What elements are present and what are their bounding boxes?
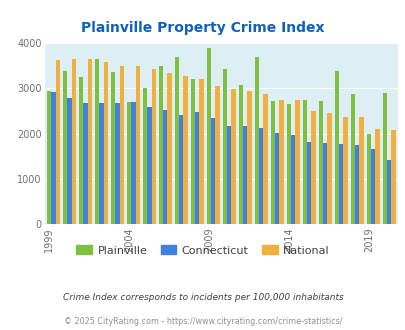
Bar — [99, 103, 103, 224]
Bar — [302, 100, 306, 224]
Bar — [247, 90, 251, 224]
Bar — [222, 69, 226, 224]
Bar — [226, 126, 231, 224]
Bar — [127, 102, 131, 224]
Bar — [206, 48, 211, 224]
Bar — [199, 79, 203, 224]
Bar — [151, 69, 156, 224]
Bar — [382, 93, 386, 224]
Bar — [263, 94, 267, 224]
Bar — [115, 103, 119, 224]
Bar — [390, 130, 394, 224]
Bar — [318, 101, 322, 224]
Bar — [63, 71, 67, 224]
Bar — [290, 135, 294, 224]
Text: © 2025 CityRating.com - https://www.cityrating.com/crime-statistics/: © 2025 CityRating.com - https://www.city… — [64, 317, 341, 326]
Bar — [87, 59, 92, 224]
Bar — [343, 117, 347, 224]
Bar — [103, 61, 108, 224]
Bar — [51, 92, 55, 224]
Bar — [215, 86, 219, 224]
Bar — [338, 144, 343, 224]
Bar — [163, 110, 167, 224]
Bar — [238, 85, 243, 224]
Bar — [47, 90, 51, 224]
Bar — [322, 143, 326, 224]
Bar — [135, 66, 139, 224]
Bar — [131, 102, 135, 224]
Bar — [254, 56, 258, 224]
Bar — [175, 56, 179, 224]
Bar — [386, 160, 390, 224]
Bar — [211, 118, 215, 224]
Bar — [231, 89, 235, 224]
Bar — [374, 129, 379, 224]
Bar — [334, 71, 338, 224]
Bar — [358, 117, 363, 224]
Bar — [158, 66, 163, 224]
Bar — [311, 111, 315, 224]
Bar — [95, 59, 99, 224]
Bar — [286, 104, 290, 224]
Bar — [370, 148, 374, 224]
Bar — [179, 115, 183, 224]
Bar — [183, 77, 188, 224]
Bar — [270, 101, 274, 224]
Bar — [326, 113, 331, 224]
Bar — [350, 94, 354, 224]
Bar — [71, 59, 76, 224]
Bar — [67, 98, 71, 224]
Bar — [354, 145, 358, 224]
Text: Plainville Property Crime Index: Plainville Property Crime Index — [81, 21, 324, 35]
Bar — [167, 73, 171, 224]
Bar — [55, 60, 60, 224]
Bar — [111, 72, 115, 224]
Text: Crime Index corresponds to incidents per 100,000 inhabitants: Crime Index corresponds to incidents per… — [62, 292, 343, 302]
Bar — [306, 142, 311, 224]
Bar — [79, 77, 83, 224]
Bar — [294, 100, 299, 224]
Legend: Plainville, Connecticut, National: Plainville, Connecticut, National — [72, 241, 333, 260]
Bar — [258, 128, 263, 224]
Bar — [147, 107, 151, 224]
Bar — [366, 134, 370, 224]
Bar — [119, 66, 124, 224]
Bar — [274, 133, 279, 224]
Bar — [195, 112, 199, 224]
Bar — [143, 88, 147, 224]
Bar — [279, 100, 283, 224]
Bar — [83, 103, 87, 224]
Bar — [243, 126, 247, 224]
Bar — [190, 79, 195, 224]
